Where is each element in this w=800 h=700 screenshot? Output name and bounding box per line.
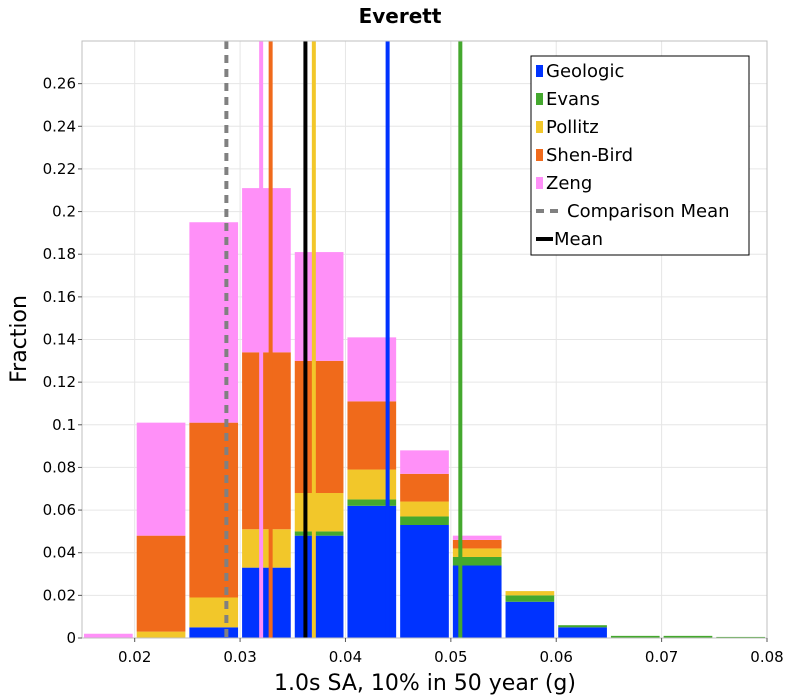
y-tick-label: 0.06 — [43, 501, 76, 519]
chart-title: Everett — [359, 4, 442, 28]
bar-pollitz — [294, 493, 344, 532]
y-tick-label: 0.24 — [43, 117, 76, 135]
legend-label-zeng: Zeng — [546, 173, 592, 194]
y-tick-label: 0.1 — [52, 416, 76, 434]
legend-label-pollitz: Pollitz — [546, 117, 599, 138]
legend-swatch-evans — [536, 93, 543, 105]
bar-pollitz — [189, 597, 239, 628]
x-tick-label: 0.02 — [118, 648, 151, 666]
bar-zeng — [84, 633, 133, 638]
bar-evans — [347, 499, 397, 506]
legend-box — [530, 55, 750, 256]
y-tick-label: 0 — [66, 629, 76, 647]
bar-shen-bird — [452, 539, 502, 549]
y-tick-label: 0.22 — [43, 160, 76, 178]
y-tick-label: 0.14 — [43, 331, 76, 349]
bar-geologic — [294, 535, 344, 638]
bar-pollitz — [400, 501, 449, 517]
bar-pollitz — [136, 631, 186, 638]
bar-zeng — [242, 188, 291, 353]
bar-shen-bird — [242, 352, 291, 530]
legend-label-mean: Mean — [554, 229, 603, 250]
bar-geologic — [505, 601, 555, 638]
bar-pollitz — [242, 529, 291, 568]
legend-label-comparison-mean: Comparison Mean — [567, 201, 730, 222]
x-tick-label: 0.04 — [329, 648, 362, 666]
bar-geologic — [242, 567, 291, 638]
bar-zeng — [136, 422, 186, 536]
x-tick-label: 0.05 — [434, 648, 467, 666]
mean-lines-group — [224, 41, 463, 638]
bar-geologic — [189, 627, 239, 638]
bar-evans — [294, 531, 344, 536]
legend: Geologic Evans Pollitz Shen-Bird Zeng Compari… — [530, 55, 750, 256]
legend-swatch-geologic — [536, 65, 543, 77]
y-tick-label: 0.18 — [43, 245, 76, 263]
legend-label-evans: Evans — [546, 89, 600, 110]
bar-geologic — [558, 627, 607, 638]
bar-zeng — [294, 252, 344, 361]
y-axis-label: Fraction — [7, 295, 32, 383]
y-tick-label: 0.26 — [43, 75, 76, 93]
bar-zeng — [189, 222, 239, 423]
legend-label-geologic: Geologic — [546, 61, 624, 82]
legend-label-shen-bird: Shen-Bird — [546, 145, 633, 166]
bar-shen-bird — [294, 360, 344, 494]
bar-evans — [610, 635, 660, 638]
bar-evans — [452, 556, 502, 566]
legend-swatch-shen-bird — [536, 149, 543, 161]
y-tick-label: 0.02 — [43, 586, 76, 604]
bar-zeng — [452, 535, 502, 540]
bar-evans — [400, 516, 449, 525]
legend-swatch-pollitz — [536, 121, 543, 133]
legend-swatch-zeng — [536, 177, 543, 189]
bar-geologic — [400, 524, 449, 638]
x-tick-label: 0.06 — [540, 648, 573, 666]
x-tick-label: 0.03 — [223, 648, 256, 666]
x-axis-label: 1.0s SA, 10% in 50 year (g) — [274, 671, 576, 696]
x-tick-label: 0.08 — [750, 648, 783, 666]
bar-shen-bird — [400, 473, 449, 502]
bar-zeng — [400, 450, 449, 474]
y-tick-label: 0.04 — [43, 544, 76, 562]
bar-evans — [663, 635, 713, 638]
bar-evans — [505, 595, 555, 602]
y-axis-ticks: 0 0.02 0.04 0.06 0.08 0.1 0.12 0.14 0.16 0.18 0.2 0… — [43, 75, 82, 647]
y-tick-label: 0.2 — [52, 203, 76, 221]
bar-pollitz — [505, 591, 555, 596]
bar-evans — [558, 625, 607, 628]
bar-pollitz — [452, 548, 502, 557]
bar-shen-bird — [189, 422, 239, 598]
y-tick-label: 0.12 — [43, 373, 76, 391]
x-tick-label: 0.07 — [645, 648, 678, 666]
bar-evans — [716, 636, 765, 638]
bar-shen-bird — [136, 535, 186, 632]
y-tick-label: 0.08 — [43, 458, 76, 476]
x-axis-ticks: 0.02 0.03 0.04 0.05 0.06 0.07 0.08 — [118, 638, 784, 666]
y-tick-label: 0.16 — [43, 288, 76, 306]
